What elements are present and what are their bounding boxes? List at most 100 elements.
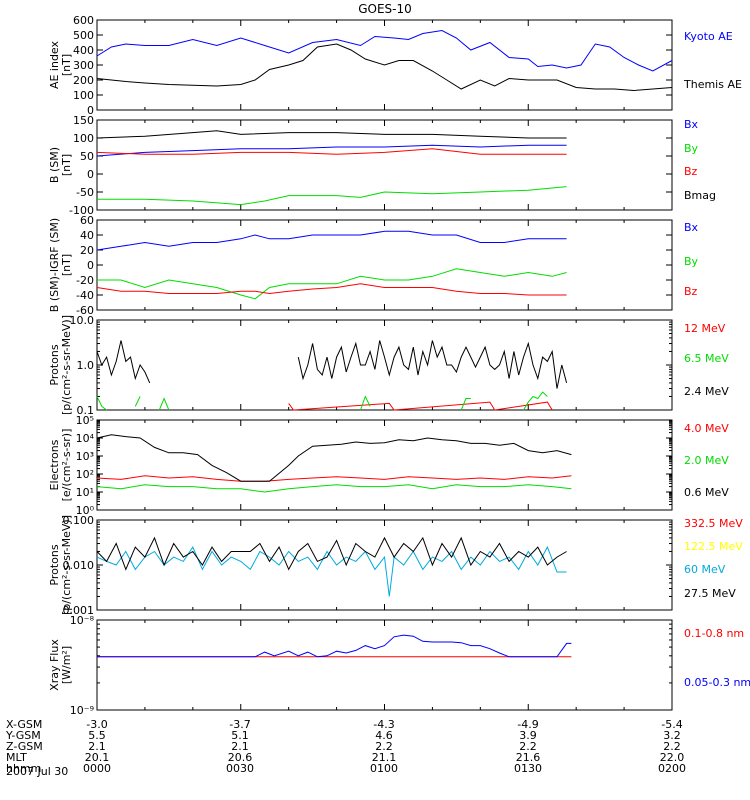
legend-0-05-0-3-nm: 0.05-0.3 nm [684, 676, 750, 689]
legend-by: By [684, 255, 699, 268]
legend-kyoto-ae: Kyoto AE [684, 30, 733, 43]
footer-value: 2.2 [375, 740, 393, 753]
ytick-label: 100 [73, 89, 94, 102]
footer-value: -3.7 [229, 718, 250, 731]
legend-themis-ae: Themis AE [683, 78, 742, 91]
ylabel-line: Xray Flux [48, 639, 61, 691]
legend-bz: Bz [684, 165, 698, 178]
legend-bx: Bx [684, 221, 699, 234]
series-27-5-mev [96, 536, 567, 571]
date-label: 2007 Jul 30 [6, 765, 68, 778]
footer-value: 2.2 [519, 740, 537, 753]
ylabel-line: [p/(cm²-s-sr-MeV)] [60, 315, 73, 415]
footer-value: 22.0 [660, 751, 685, 764]
panel-5: 0.001 0.010 0.100 Protons [p/(cm²-s-sr-MeV)]… [48, 514, 743, 617]
series-6-5-mev [523, 391, 548, 411]
ylabel-line: AE index [48, 40, 61, 89]
footer-row-label: X-GSM [6, 718, 42, 731]
footer: X-GSMY-GSMZ-GSMMLThhmm-3.05.52.120.10000… [5, 718, 686, 775]
panel-frame [96, 519, 673, 611]
ytick-label: 60 [80, 214, 94, 227]
series-4-0-mev [96, 475, 572, 482]
ytick-label: 0 [87, 168, 94, 181]
footer-value: 3.9 [519, 729, 537, 742]
ytick-label: 10⁴ [76, 432, 95, 445]
footer-value: -5.4 [661, 718, 682, 731]
ytick-label: 150 [73, 114, 94, 127]
ytick-label: 10³ [76, 450, 94, 463]
panel-6: 10⁻⁹ 10⁻⁸ Xray Flux [W/m²] 0.1-0.8 nm 0.05-0.… [48, 614, 750, 717]
series-6-5-mev [134, 396, 141, 407]
legend-2-0-mev: 2.0 MeV [684, 454, 729, 467]
ytick-label: 10⁰ [76, 504, 95, 517]
ylabel-line: Protons [48, 344, 61, 385]
panel-3: 0.1 1.0 10.0 Protons [p/(cm²-s-sr-MeV)] 12 Me… [48, 314, 729, 417]
series-bx [96, 144, 567, 157]
ytick-label: 40 [80, 229, 94, 242]
legend-122-5-mev: 122.5 MeV [684, 540, 743, 553]
ytick-label: 400 [73, 44, 94, 57]
ytick-label: 20 [80, 244, 94, 257]
ylabel-line: Electrons [48, 439, 61, 490]
ytick-label: 0.010 [63, 559, 95, 572]
legend-by: By [684, 142, 699, 155]
series-bz [96, 148, 567, 155]
legend-12-mev: 12 MeV [684, 322, 726, 335]
legend-0-6-mev: 0.6 MeV [684, 486, 729, 499]
footer-row-label: hhmm [6, 762, 41, 775]
footer-value: -3.0 [86, 718, 107, 731]
footer-value: 5.5 [88, 729, 106, 742]
footer-value: 0100 [370, 762, 398, 775]
panel-0: 0 100 200 300 400 500 600 AE index [nT] Kyoto AE T… [48, 14, 742, 117]
ytick-label: 10⁻⁹ [70, 704, 94, 717]
footer-value: 21.6 [516, 751, 541, 764]
footer-row-label: MLT [6, 751, 27, 764]
footer-row-label: Y-GSM [5, 729, 41, 742]
series-2-4-mev [96, 340, 151, 384]
ytick-label: -20 [76, 274, 94, 287]
ylabel-line: B (SM)-IGRF (SM) [48, 218, 61, 312]
ytick-label: 10.0 [70, 314, 95, 327]
ytick-label: 0 [87, 259, 94, 272]
ytick-label: 10⁻⁸ [70, 614, 95, 627]
ytick-label: 200 [73, 74, 94, 87]
ylabel-line: B (SM) [48, 147, 61, 183]
series-12-mev [288, 401, 553, 411]
ytick-label: 500 [73, 29, 94, 42]
ytick-label: -50 [76, 186, 94, 199]
ylabel-line: [W/m²] [60, 646, 73, 684]
legend-27-5-mev: 27.5 MeV [684, 587, 736, 600]
legend-6-5-mev: 6.5 MeV [684, 352, 729, 365]
ytick-label: 100 [73, 132, 94, 145]
ytick-label: 10¹ [76, 486, 94, 499]
ytick-label: -60 [76, 304, 94, 317]
panel-1: -100 -50 0 50 100 150 B (SM) [nT] Bx By Bz Bmag [48, 114, 716, 217]
footer-value: -4.9 [517, 718, 538, 731]
ytick-label: 600 [73, 14, 94, 27]
legend-0-1-0-8-nm: 0.1-0.8 nm [684, 627, 744, 640]
series-2-0-mev [96, 484, 572, 493]
ytick-label: 0.1 [77, 404, 95, 417]
ylabel-line: Protons [48, 544, 61, 585]
ytick-label: 50 [80, 150, 94, 163]
series-bx [96, 230, 567, 251]
ytick-label: -100 [69, 204, 94, 217]
legend-332-5-mev: 332.5 MeV [684, 517, 743, 530]
footer-value: 2.1 [231, 740, 249, 753]
series-by [97, 186, 567, 206]
ytick-label: 0.001 [63, 604, 95, 617]
ylabel-line: [nT] [60, 154, 73, 176]
ytick-label: 300 [73, 59, 94, 72]
series-60-mev [96, 545, 567, 597]
footer-value: -4.3 [373, 718, 394, 731]
ylabel-line: [nT] [60, 254, 73, 276]
series-kyoto-ae [96, 29, 673, 72]
legend-2-4-mev: 2.4 MeV [684, 385, 729, 398]
footer-value: 3.2 [663, 729, 681, 742]
footer-value: 20.6 [228, 751, 253, 764]
panel-2: -60 -40 -20 0 20 40 60 B (SM)-IGRF (SM) [nT] Bx By… [48, 214, 699, 317]
panel-frame [96, 319, 673, 411]
footer-value: 2.1 [88, 740, 106, 753]
footer-value: 0000 [83, 762, 111, 775]
